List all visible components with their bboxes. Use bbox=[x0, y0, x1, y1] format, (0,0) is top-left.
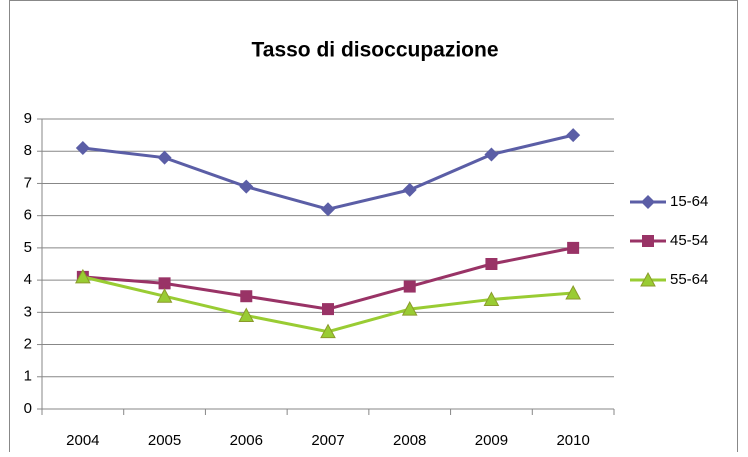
legend-label: 55-64 bbox=[670, 271, 708, 288]
data-point bbox=[238, 307, 255, 323]
x-tick-label: 2007 bbox=[311, 432, 344, 449]
x-tick-label: 2009 bbox=[475, 432, 508, 449]
x-tick-label: 2005 bbox=[148, 432, 181, 449]
x-tick-label: 2006 bbox=[230, 432, 263, 449]
data-point bbox=[565, 284, 581, 300]
y-tick-label: 9 bbox=[24, 110, 32, 127]
data-point bbox=[75, 141, 90, 155]
y-tick-label: 6 bbox=[24, 207, 32, 224]
y-tick-label: 4 bbox=[24, 271, 32, 288]
legend-label: 15-64 bbox=[670, 193, 708, 210]
y-tick-label: 5 bbox=[24, 239, 32, 256]
y-tick-label: 1 bbox=[24, 368, 32, 385]
data-point bbox=[158, 277, 171, 290]
y-tick-label: 0 bbox=[24, 400, 32, 417]
y-tick-label: 3 bbox=[24, 303, 32, 320]
data-point bbox=[403, 280, 416, 293]
x-tick-label: 2010 bbox=[556, 432, 589, 449]
data-point bbox=[483, 291, 500, 306]
legend-label: 45-54 bbox=[670, 232, 708, 249]
data-point bbox=[567, 241, 580, 254]
data-point bbox=[75, 268, 91, 284]
x-tick-label: 2008 bbox=[393, 432, 426, 449]
data-point bbox=[485, 258, 498, 270]
data-point bbox=[401, 301, 418, 316]
data-point bbox=[484, 147, 499, 162]
y-tick-label: 2 bbox=[24, 336, 32, 353]
data-point bbox=[240, 290, 253, 303]
data-point bbox=[322, 303, 334, 316]
data-point bbox=[321, 202, 335, 217]
data-point bbox=[566, 128, 581, 143]
y-tick-label: 8 bbox=[24, 142, 32, 159]
legend-marker bbox=[641, 195, 655, 209]
chart-border bbox=[9, 0, 738, 457]
data-point bbox=[156, 288, 173, 303]
legend-marker bbox=[642, 235, 654, 247]
data-point bbox=[239, 179, 254, 194]
x-tick-label: 2004 bbox=[66, 432, 99, 449]
chart-title: Tasso di disoccupazione bbox=[252, 39, 499, 62]
data-point bbox=[320, 323, 336, 339]
data-point bbox=[157, 150, 172, 165]
legend-marker bbox=[640, 271, 656, 287]
y-tick-label: 7 bbox=[24, 174, 32, 191]
data-point bbox=[402, 182, 417, 197]
